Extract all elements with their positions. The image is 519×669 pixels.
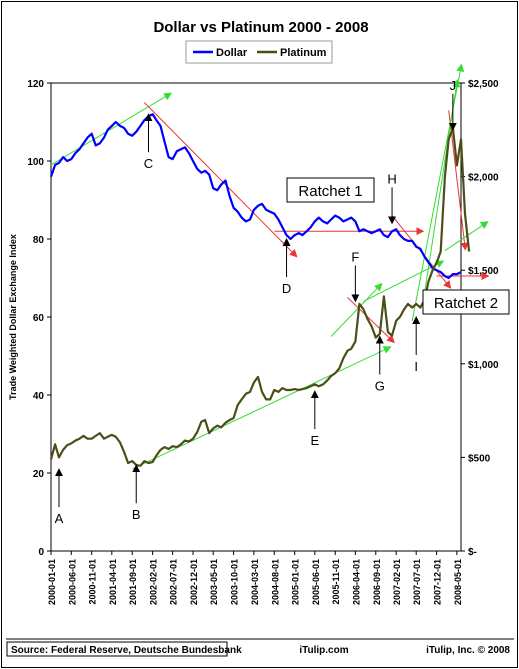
x-tick-label: 2006-04-01 [351,559,361,605]
axes: 0 20 40 60 80 100 120 $- $500 $1,000 $1,500 $2,000 $… [27,79,499,605]
right-tick-label: $500 [468,453,491,464]
point-annotations: A B C D E F G H I J [55,78,457,526]
x-tick-label: 2004-08-01 [270,559,280,605]
series-line-platinum [49,126,471,467]
annotation-label: G [375,379,385,394]
x-tick-label: 2003-10-01 [230,559,240,605]
x-tick-label: 2007-12-01 [433,559,443,605]
trend-arrow-green [50,92,173,166]
x-tick-label: 2002-12-01 [189,559,199,605]
x-tick-label: 2000-01-01 [47,559,57,605]
series-lines [49,113,471,467]
annotation-label: I [414,359,418,374]
legend: Dollar Platinum [185,40,333,64]
x-tick-label: 2002-07-01 [169,559,179,605]
x-tick-label: 2007-07-01 [412,559,422,605]
trend-arrow-green [363,260,445,302]
trend-arrow-green [444,221,489,252]
left-tick-label: 60 [33,313,45,324]
left-tick-label: 120 [27,79,44,90]
annotation-label: B [132,507,141,522]
footer-source: Source: Federal Reserve, Deutsche Bundes… [11,645,242,656]
trend-lines [50,63,490,470]
right-tick-label: $1,000 [468,360,499,371]
footer-site: iTulip.com [299,645,348,656]
trend-arrow-green [132,346,392,470]
x-tick-label: 2005-11-01 [331,559,341,605]
y-axis-left-label: Trade Weighted Dollar Exchange Index [8,234,18,400]
callout-ratchet-1: Ratchet 1 [286,177,375,203]
footer: Source: Federal Reserve, Deutsche Bundes… [6,638,514,657]
legend-platinum-label: Platinum [280,47,327,59]
footer-copyright: iTulip, Inc. © 2008 [426,645,510,656]
x-tick-label: 2006-09-01 [372,559,382,605]
right-tick-label: $2,500 [468,79,499,90]
x-tick-label: 2000-11-01 [88,559,98,605]
chart-title: Dollar vs Platinum 2000 - 2008 [153,19,368,36]
x-tick-label: 2005-06-01 [311,559,321,605]
trend-arrow-red [347,297,395,344]
trend-arrow-red [144,102,298,258]
left-tick-label: 20 [33,469,45,480]
series-line-dollar [49,113,462,280]
annotation-label: H [387,171,396,186]
legend-dollar-label: Dollar [216,47,248,59]
trend-arrow-green [423,79,461,294]
right-tick-label: $2,000 [468,173,499,184]
annotation-label: J [450,78,457,93]
x-tick-label: 2007-02-01 [392,559,402,605]
x-tick-label: 2001-04-01 [108,559,118,605]
annotation-label: E [310,433,319,448]
annotation-label: C [144,156,153,171]
x-tick-label: 2001-09-01 [128,559,138,605]
annotation-label: D [282,281,291,296]
callout-ratchet-2-text: Ratchet 2 [434,295,498,312]
left-tick-label: 80 [33,235,45,246]
left-tick-label: 0 [38,547,44,558]
right-tick-label: $- [468,547,477,558]
x-tick-label: 2005-01-01 [291,559,301,605]
callout-ratchet-2: Ratchet 2 [422,289,510,315]
callout-ratchet-1-text: Ratchet 1 [298,183,362,200]
left-tick-label: 100 [27,157,44,168]
left-tick-label: 40 [33,391,45,402]
annotation-label: F [351,249,359,264]
right-tick-label: $1,500 [468,266,499,277]
x-tick-label: 2002-02-01 [149,559,159,605]
trend-arrow-green [330,282,383,337]
x-tick-label: 2004-03-01 [250,559,260,605]
x-tick-label: 2003-05-01 [209,559,219,605]
x-tick-label: 2008-05-01 [453,559,463,605]
x-tick-label: 2000-06-01 [67,559,77,605]
annotation-label: A [55,511,64,526]
